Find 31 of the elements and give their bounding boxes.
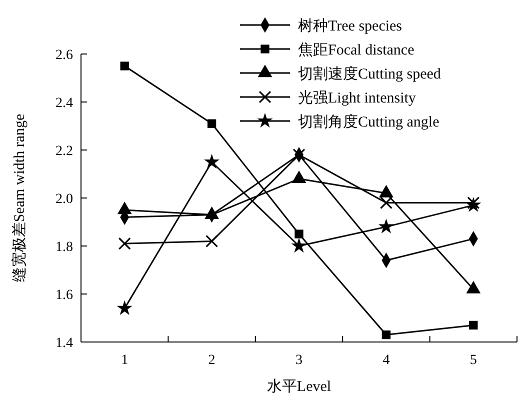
x-tick-label: 2 [208,353,216,368]
x-tick-label: 3 [296,353,302,368]
y-tick-label: 1.4 [56,336,73,351]
y-tick-label: 1.8 [56,240,73,255]
point [294,230,304,238]
y-axis-title: 缝宽极差Seam width range [11,114,28,282]
legend-label: 切割角度Cutting angle [298,113,440,130]
y-tick-label: 2.2 [56,144,73,159]
point [382,330,391,340]
x-axis-title: 水平Level [266,378,332,395]
point [378,218,394,234]
legend-label: 光强Light intensity [298,89,416,106]
point [118,237,131,250]
point [380,196,392,210]
point [204,154,220,169]
point [469,320,478,330]
legend-label: 焦距Focal distance [298,41,415,58]
y-tick-label: 2.4 [56,96,73,111]
y-tick-label: 2.0 [56,192,73,207]
legend-label: 切割速度Cutting speed [298,65,442,82]
legend-label: 树种Tree species [298,17,402,34]
point [206,234,218,248]
y-tick-label: 2.6 [56,48,73,63]
x-tick-label: 5 [470,353,477,368]
point [116,300,132,316]
point [207,119,216,128]
x-tick-label: 1 [121,353,128,368]
point [120,62,129,70]
x-tick-label: 4 [382,353,390,368]
y-tick-label: 1.6 [56,288,73,303]
point [291,238,307,253]
